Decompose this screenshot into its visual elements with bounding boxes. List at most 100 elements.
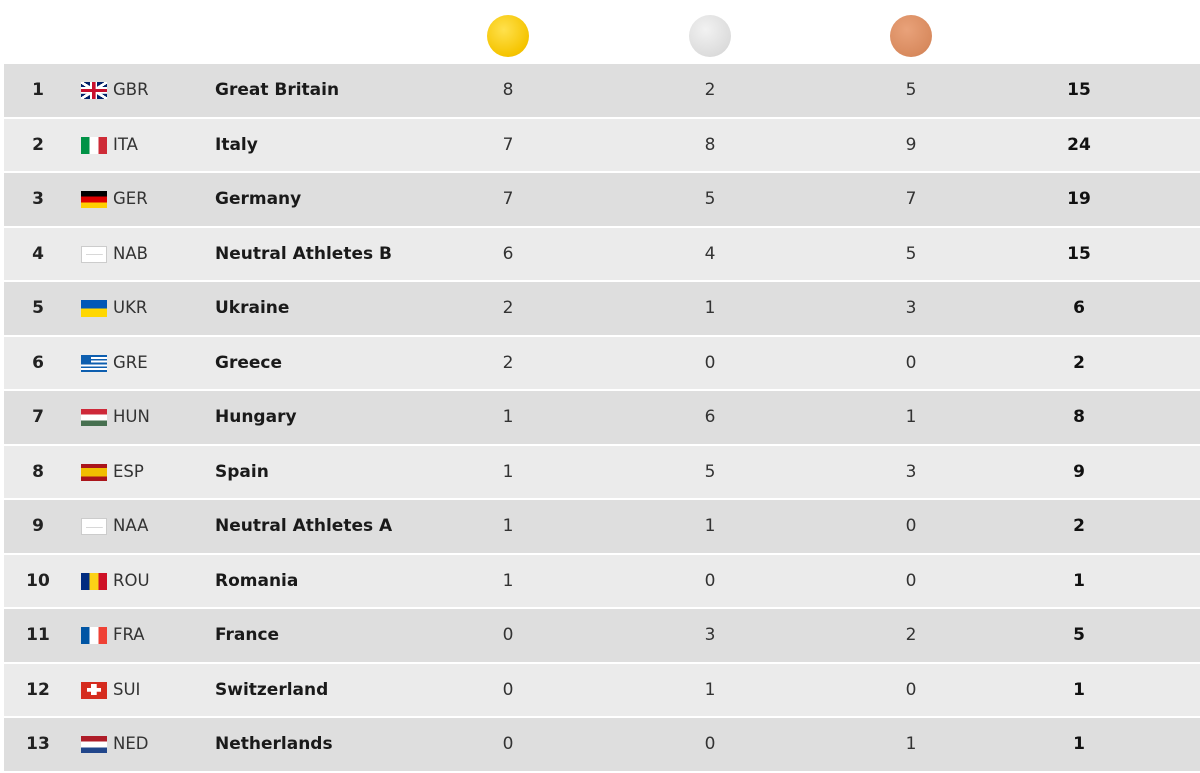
country-name: Hungary: [215, 407, 297, 427]
bronze-count: 0: [905, 352, 917, 373]
country-name: Italy: [215, 134, 258, 155]
table-row: 8 ESP Spain 1 5 3 9: [4, 445, 1200, 498]
country-code: GBR: [113, 80, 149, 99]
gold-count: 8: [502, 80, 514, 100]
country-name: France: [215, 625, 280, 645]
gold-medal-icon: [487, 15, 529, 57]
country-code: NAB: [113, 243, 148, 263]
gold-count: 1: [502, 516, 514, 536]
country-code: FRA: [113, 625, 145, 644]
total-count: 9: [1073, 461, 1085, 482]
total-count: 5: [1073, 625, 1085, 645]
gold-count: 1: [502, 407, 514, 427]
flag-icon: [81, 463, 107, 481]
country-code: HUN: [113, 407, 150, 426]
bronze-count: 7: [905, 189, 917, 209]
table-row: 13 NED Netherlands 0 0 1 1: [4, 718, 1200, 771]
rank: 10: [26, 570, 50, 591]
rank: 2: [32, 134, 44, 155]
silver-count: 5: [704, 461, 716, 482]
country-code: ESP: [113, 461, 144, 481]
rank: 9: [32, 516, 44, 536]
gold-count: 6: [502, 243, 514, 264]
table-row: 4 NAB Neutral Athletes B 6 4 5 15: [4, 227, 1200, 280]
bronze-count: 5: [905, 80, 917, 100]
country-name: Spain: [215, 461, 269, 482]
table-row: 2 ITA Italy 7 8 9 24: [4, 118, 1200, 171]
total-count: 1: [1073, 570, 1085, 591]
silver-count: 4: [704, 243, 716, 264]
country-name: Greece: [215, 352, 283, 373]
rank: 11: [26, 625, 50, 645]
table-row: 11 FRA France 0 3 2 5: [4, 609, 1200, 662]
flag-icon: [81, 300, 107, 317]
table-row: 6 GRE Greece 2 0 0 2: [4, 336, 1200, 389]
bronze-count: 2: [905, 625, 917, 645]
table-row: 9 NAA Neutral Athletes A 1 1 0 2: [4, 500, 1200, 553]
country-code: ROU: [113, 570, 150, 590]
rank: 13: [26, 734, 50, 754]
table-row: 5 UKR Ukraine 2 1 3 6: [4, 282, 1200, 335]
rank: 12: [26, 679, 50, 700]
country-name: Neutral Athletes B: [215, 243, 392, 264]
bronze-count: 3: [905, 461, 917, 482]
country-code: NAA: [113, 516, 149, 535]
silver-count: 1: [704, 516, 716, 536]
rank: 8: [32, 461, 44, 482]
country-name: Romania: [215, 570, 299, 591]
table-row: 3 GER Germany 7 5 7 19: [4, 173, 1200, 226]
gold-count: 1: [502, 570, 514, 591]
total-count: 15: [1067, 243, 1091, 264]
country-code: GER: [113, 189, 148, 208]
flag-icon: [81, 354, 107, 372]
gold-count: 2: [502, 298, 514, 318]
flag-icon: [81, 191, 107, 208]
bronze-count: 1: [905, 734, 917, 754]
rank: 5: [32, 298, 44, 318]
total-count: 2: [1073, 352, 1085, 373]
flag-icon: [81, 572, 107, 590]
silver-count: 3: [704, 625, 716, 645]
country-name: Switzerland: [215, 679, 329, 700]
silver-count: 0: [704, 352, 716, 373]
bronze-count: 5: [905, 243, 917, 264]
table-row: 12 SUI Switzerland 0 1 0 1: [4, 663, 1200, 716]
silver-count: 1: [704, 298, 716, 318]
flag-icon: [81, 627, 107, 644]
flag-icon: [81, 681, 107, 699]
flag-icon: [81, 409, 107, 426]
rank: 3: [32, 189, 44, 209]
gold-count: 2: [502, 352, 514, 373]
flag-icon: [81, 82, 107, 99]
silver-count: 2: [704, 80, 716, 100]
country-code: NED: [113, 734, 149, 753]
total-count: 19: [1067, 189, 1091, 209]
bronze-count: 1: [905, 407, 917, 427]
rank: 7: [32, 407, 44, 427]
bronze-medal-icon: [890, 15, 932, 57]
country-code: GRE: [113, 352, 148, 372]
gold-count: 1: [502, 461, 514, 482]
silver-medal-icon: [689, 15, 731, 57]
total-count: 2: [1073, 516, 1085, 536]
total-count: 15: [1067, 80, 1091, 100]
country-name: Germany: [215, 189, 302, 209]
silver-count: 0: [704, 734, 716, 754]
total-count: 24: [1067, 134, 1091, 155]
gold-count: 0: [502, 679, 514, 700]
bronze-count: 0: [905, 679, 917, 700]
country-code: SUI: [113, 679, 141, 699]
total-count: 6: [1073, 298, 1085, 318]
country-name: Ukraine: [215, 298, 290, 318]
country-name: Netherlands: [215, 734, 333, 754]
bronze-count: 0: [905, 516, 917, 536]
silver-count: 8: [704, 134, 716, 155]
bronze-count: 9: [905, 134, 917, 155]
gold-count: 0: [502, 625, 514, 645]
silver-count: 6: [704, 407, 716, 427]
flag-icon: [81, 518, 107, 535]
total-count: 1: [1073, 734, 1085, 754]
gold-count: 7: [502, 189, 514, 209]
total-count: 8: [1073, 407, 1085, 427]
flag-icon: [81, 136, 107, 154]
